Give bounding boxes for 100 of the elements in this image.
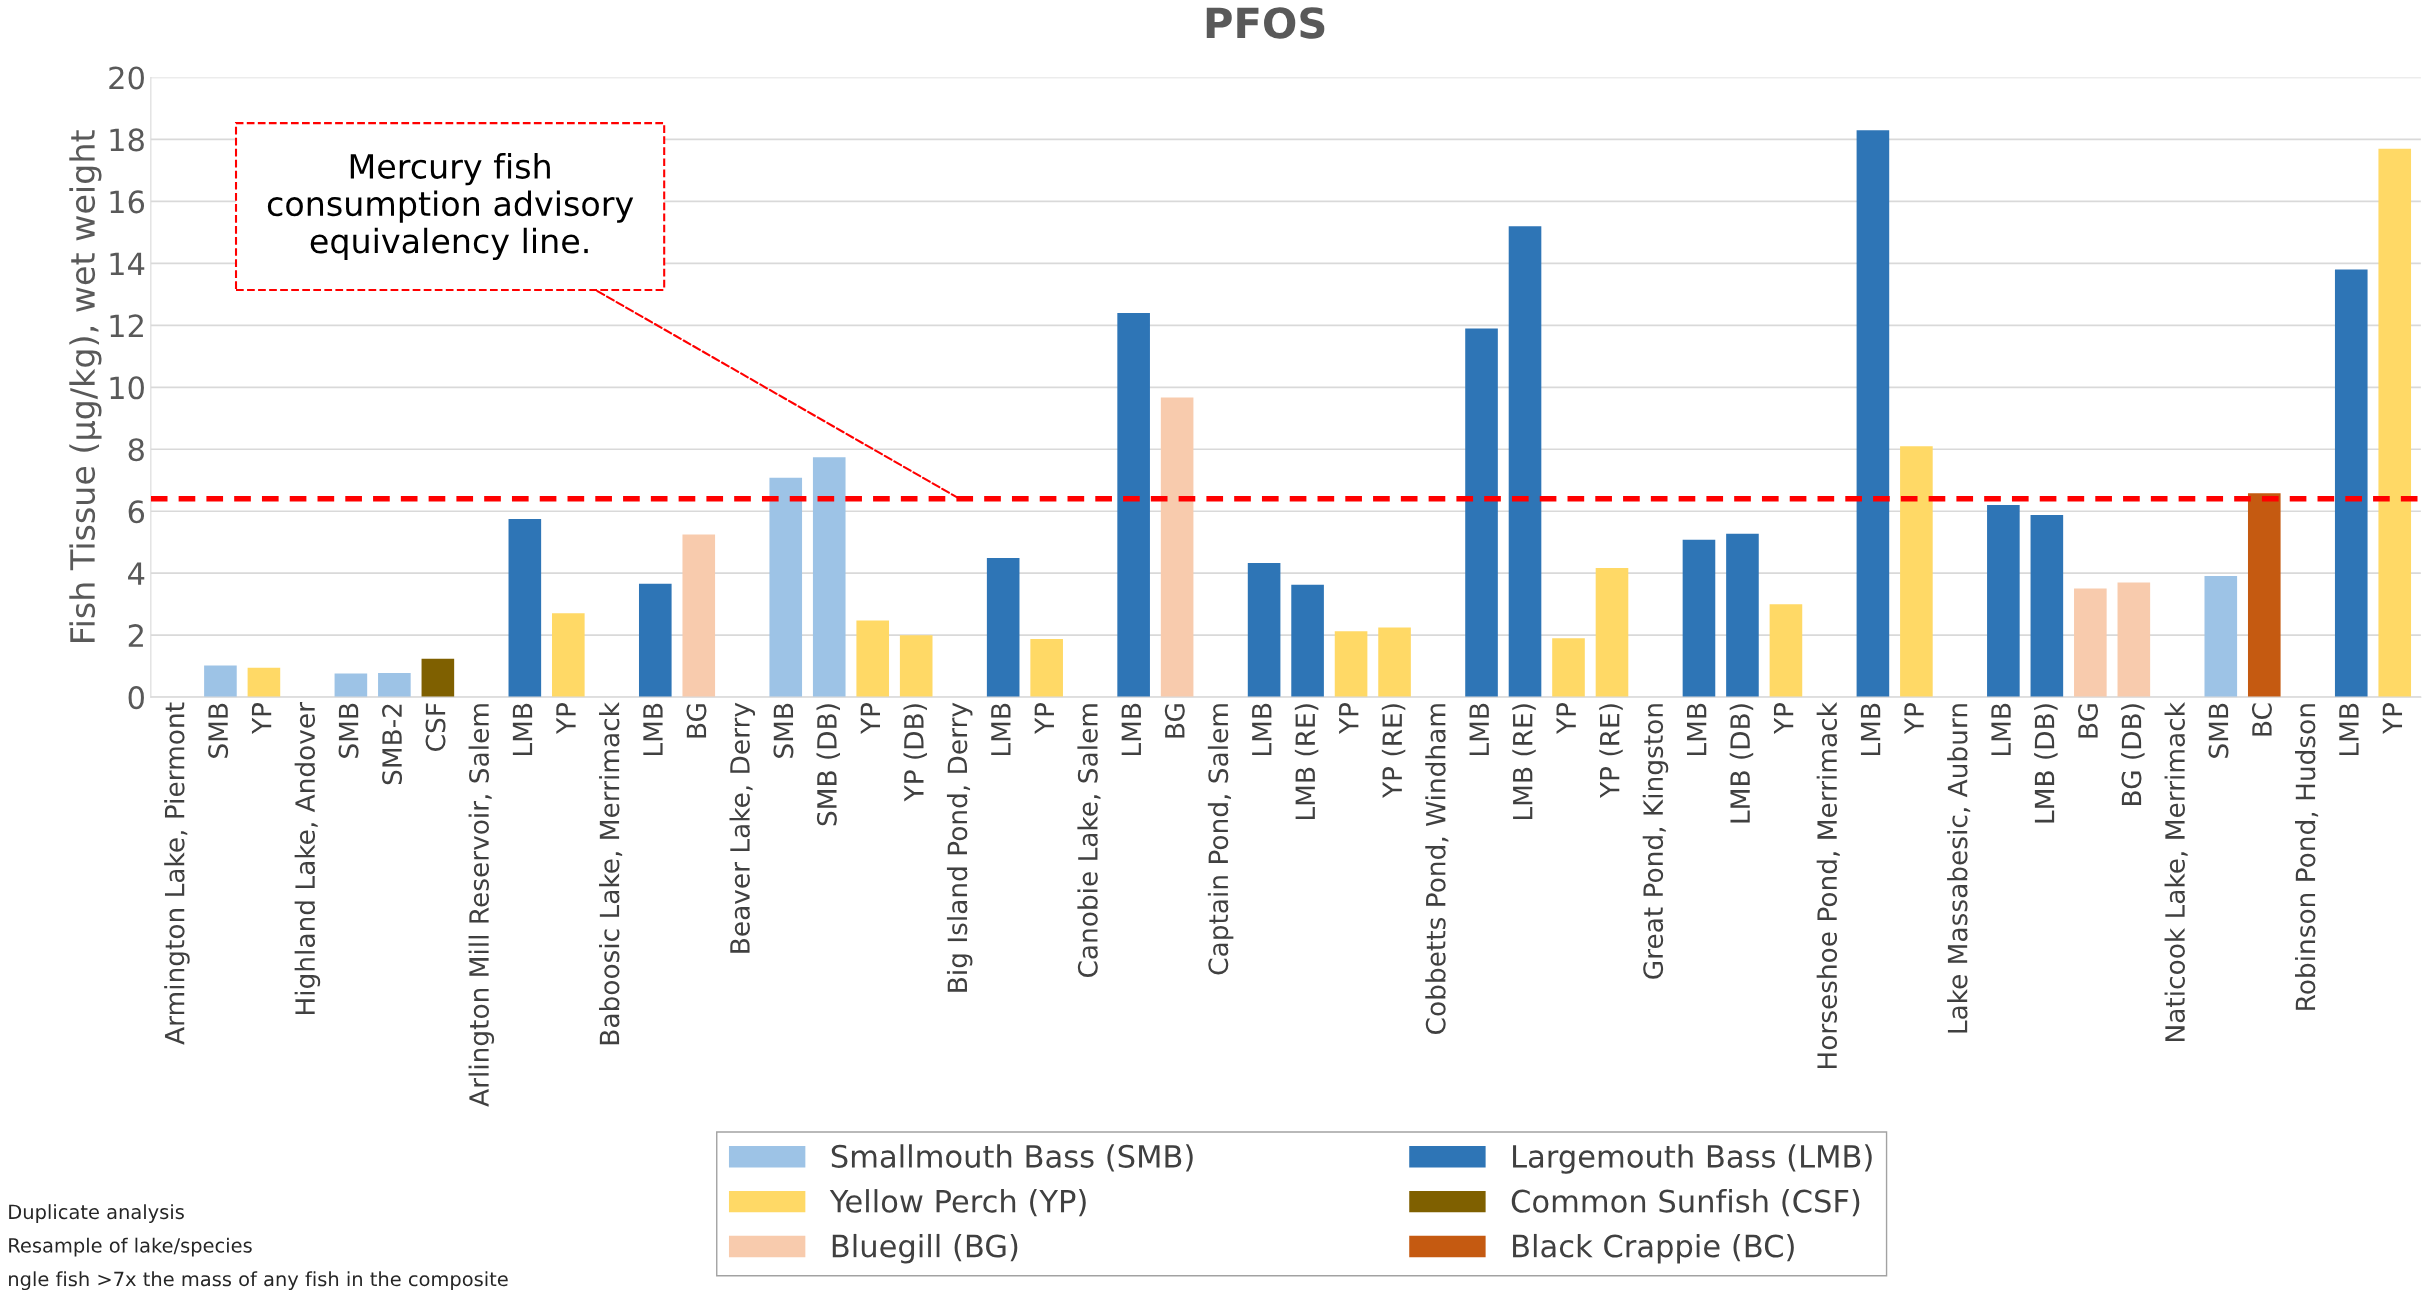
bar bbox=[1465, 328, 1498, 698]
x-tick-label: BG bbox=[2078, 704, 2098, 738]
y-axis-title: Fish Tissue (µg/kg), wet weight bbox=[69, 130, 102, 642]
x-tick-label: LMB bbox=[2339, 703, 2359, 755]
bar bbox=[1334, 631, 1368, 698]
annotation: Mercury fish consumption advisory equivalency line. bbox=[267, 153, 634, 261]
legend-label: Smallmouth Bass (SMB) bbox=[831, 1144, 1193, 1172]
x-tick-label: YP bbox=[1034, 702, 1054, 735]
legend-label: Bluegill (BG) bbox=[832, 1233, 1018, 1264]
x-tick-label: LMB bbox=[1860, 703, 1881, 755]
bar bbox=[247, 667, 281, 698]
x-tick-label: SMB bbox=[773, 703, 794, 758]
bar bbox=[1900, 446, 1933, 698]
bar bbox=[1508, 226, 1542, 698]
y-tick-label: 14 bbox=[110, 252, 145, 275]
x-tick-label: Great Pond, Kingston bbox=[1642, 704, 1669, 979]
x-tick-label: Naticook Lake, Merrimack bbox=[2164, 702, 2188, 1041]
bar bbox=[1378, 627, 1411, 698]
x-tick-label: LMB (RE) bbox=[1294, 704, 1319, 819]
y-tick-label: 18 bbox=[110, 128, 144, 152]
legend-label: Black Crappie (BC) bbox=[1513, 1233, 1794, 1264]
x-tick-label: YP bbox=[1339, 702, 1359, 735]
legend-label: Common Sunfish (CSF) bbox=[1511, 1189, 1860, 1217]
x-tick-label: Canobie Lake, Salem bbox=[1077, 704, 1101, 978]
bar bbox=[2074, 588, 2107, 698]
x-tick-label: Highland Lake, Andover bbox=[294, 702, 321, 1015]
x-tick-label: BG (DB) bbox=[2121, 704, 2145, 805]
x-tick-label: BC bbox=[2251, 703, 2272, 736]
x-tick-label: LMB bbox=[1121, 703, 1141, 755]
x-tick-label: BG bbox=[1164, 704, 1185, 738]
x-tick-label: YP (RE) bbox=[1599, 704, 1623, 799]
bar bbox=[812, 457, 846, 698]
x-tick-label: Big Island Pond, Derry bbox=[946, 702, 973, 992]
x-tick-label: LMB bbox=[643, 703, 663, 755]
y-tick-label: 20 bbox=[109, 66, 144, 90]
bar bbox=[2334, 269, 2368, 698]
bar bbox=[1682, 539, 1716, 698]
bar bbox=[2117, 582, 2151, 698]
x-tick-label: Horseshoe Pond, Merrimack bbox=[1816, 702, 1840, 1069]
bar bbox=[1987, 505, 2020, 698]
y-tick-label: 12 bbox=[110, 314, 143, 337]
x-tick-label: YP bbox=[2382, 702, 2403, 735]
bar bbox=[1247, 562, 1281, 698]
x-tick-label: SMB bbox=[338, 703, 359, 758]
y-tick-label: 10 bbox=[110, 376, 144, 400]
x-tick-label: Cobbetts Pond, Windham bbox=[1425, 704, 1449, 1034]
x-tick-label: YP bbox=[1904, 702, 1924, 735]
y-tick-label: 8 bbox=[128, 438, 144, 462]
bar bbox=[1552, 638, 1585, 698]
bar bbox=[378, 672, 411, 698]
bar bbox=[1117, 312, 1150, 698]
bar bbox=[638, 583, 672, 698]
bar bbox=[899, 635, 933, 698]
bar bbox=[2204, 575, 2238, 698]
x-tick-label: LMB (DB) bbox=[2034, 704, 2058, 823]
y-tick-label: 4 bbox=[128, 562, 145, 585]
x-tick-label: LMB bbox=[1469, 703, 1489, 755]
x-tick-label: Baboosic Lake, Merrimack bbox=[599, 702, 623, 1045]
x-tick-label: YP bbox=[860, 702, 880, 735]
x-tick-label: LMB bbox=[991, 703, 1011, 755]
x-tick-label: LMB bbox=[1991, 703, 2011, 755]
x-tick-label: CSF bbox=[425, 703, 446, 751]
bar bbox=[204, 665, 237, 698]
x-tick-label: Beaver Lake, Derry bbox=[729, 702, 756, 953]
x-tick-label: BG bbox=[686, 704, 707, 738]
x-tick-label: SMB (DB) bbox=[816, 704, 840, 826]
bar bbox=[682, 534, 716, 698]
x-tick-label: Arlington Mill Reservoir, Salem bbox=[468, 704, 495, 1107]
x-tick-label: Robinson Pond, Hudson bbox=[2295, 704, 2319, 1010]
bar bbox=[1291, 584, 1324, 698]
x-tick-label: SMB-2 bbox=[382, 704, 403, 785]
bar bbox=[1030, 638, 1063, 698]
x-tick-label: SMB bbox=[208, 703, 229, 758]
y-tick-label: 0 bbox=[128, 686, 144, 710]
text: Duplicate analysis bbox=[9, 1204, 184, 1223]
bar bbox=[856, 620, 890, 698]
chart-title: PFOS bbox=[1206, 7, 1325, 39]
x-tick-label: SMB bbox=[2208, 703, 2229, 758]
x-tick-label: YP bbox=[556, 702, 576, 735]
x-tick-label: LMB bbox=[1687, 703, 1707, 755]
x-tick-label: LMB (DB) bbox=[1729, 704, 1754, 823]
x-tick-label: YP bbox=[1773, 702, 1794, 735]
x-tick-label: LMB (RE) bbox=[1512, 704, 1536, 819]
bar bbox=[2030, 514, 2064, 698]
legend-label: Largemouth Bass (LMB) bbox=[1513, 1144, 1872, 1174]
bar bbox=[769, 477, 803, 698]
x-tick-label: YP bbox=[251, 702, 272, 735]
bar bbox=[2247, 493, 2281, 698]
x-tick-label: LMB bbox=[512, 703, 533, 755]
bar bbox=[986, 558, 1020, 698]
bar bbox=[1160, 397, 1194, 698]
bar bbox=[1856, 130, 1890, 698]
x-tick-label: YP bbox=[1556, 702, 1576, 735]
text: Resample of lake/species bbox=[9, 1237, 252, 1257]
bar bbox=[508, 518, 542, 698]
x-tick-label: YP (RE) bbox=[1381, 704, 1406, 799]
y-tick-label: 16 bbox=[110, 190, 145, 214]
text: ngle fish >7x the mass of any fish in the composite bbox=[9, 1271, 508, 1291]
x-tick-label: YP (DB) bbox=[903, 704, 927, 802]
x-tick-label: Captain Pond, Salem bbox=[1207, 704, 1234, 975]
